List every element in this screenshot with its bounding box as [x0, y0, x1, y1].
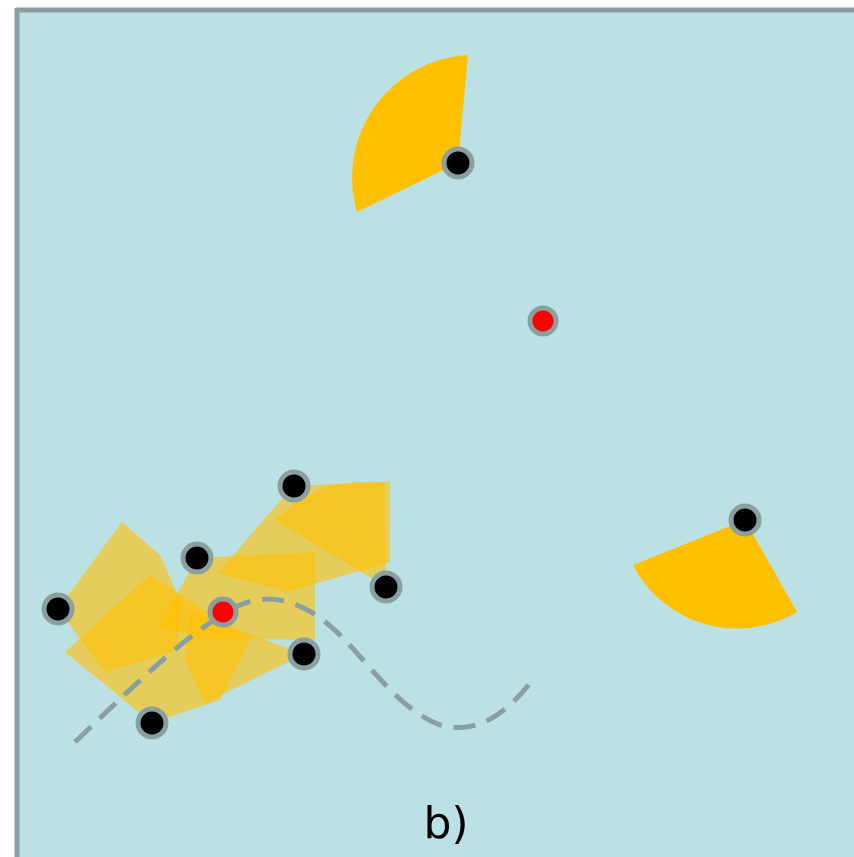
target-nodes	[207, 305, 559, 628]
sensing-sector-1	[352, 55, 468, 212]
sensing-sector-2	[633, 520, 797, 629]
sensor-node	[180, 541, 214, 575]
target-node	[527, 305, 559, 337]
overlapping-sectors	[58, 482, 390, 723]
sensor-node	[728, 503, 762, 537]
sensor-node	[135, 706, 169, 740]
sensing-sector-8	[185, 612, 304, 703]
sensor-node	[441, 146, 475, 180]
sensing-sector-4	[275, 482, 386, 587]
sensor-node	[287, 637, 321, 671]
sensor-node	[277, 469, 311, 503]
target-node	[207, 596, 239, 628]
sensor-node	[369, 570, 403, 604]
target-trajectory	[73, 596, 532, 744]
panel-label: b)	[423, 798, 468, 849]
sensor-nodes	[41, 146, 762, 740]
sensor-node	[41, 592, 75, 626]
